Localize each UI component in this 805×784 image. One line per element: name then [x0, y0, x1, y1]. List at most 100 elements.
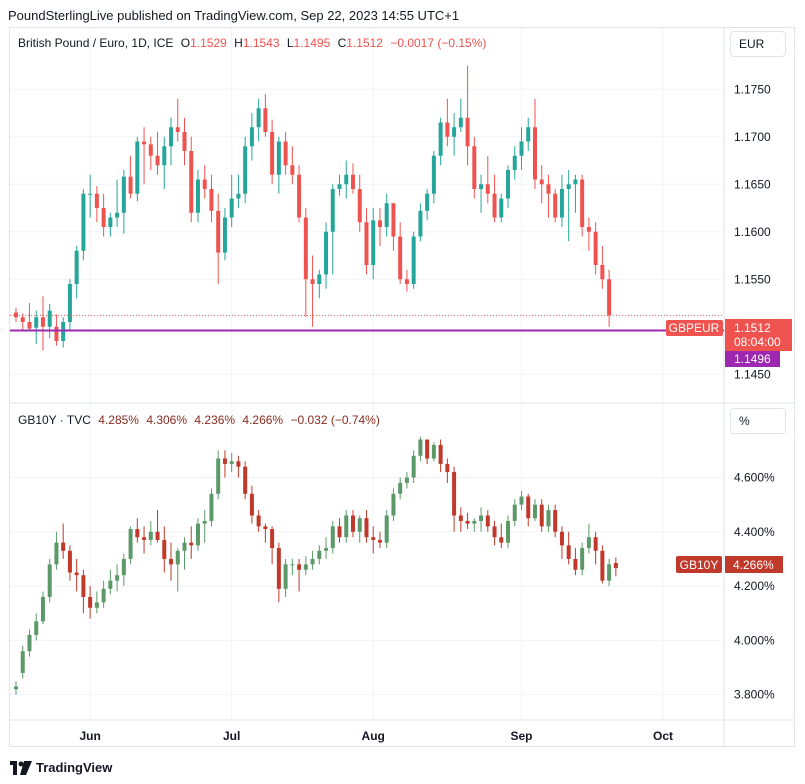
gbpeur-candle-body[interactable]: [47, 310, 52, 327]
unit-button[interactable]: %: [730, 408, 786, 434]
gbpeur-candle-body[interactable]: [330, 189, 335, 232]
gb10y-candle-body[interactable]: [142, 537, 147, 540]
gbpeur-candle-body[interactable]: [573, 179, 578, 185]
gbpeur-candle-body[interactable]: [88, 193, 93, 195]
gb10y-candle-body[interactable]: [310, 558, 315, 565]
gb10y-candle-body[interactable]: [566, 545, 571, 559]
gb10y-candle-body[interactable]: [506, 520, 511, 543]
gb10y-candle-body[interactable]: [532, 504, 537, 519]
gb10y-candle-body[interactable]: [297, 564, 302, 570]
gbpeur-candle-body[interactable]: [202, 179, 207, 190]
gbpeur-candle-body[interactable]: [249, 127, 254, 147]
gbpeur-candle-body[interactable]: [175, 127, 180, 132]
gbpeur-candle-body[interactable]: [398, 236, 403, 280]
gb10y-candle-body[interactable]: [398, 482, 403, 494]
gbpeur-candle-body[interactable]: [357, 189, 362, 223]
gb10y-candle-body[interactable]: [189, 542, 194, 546]
gb10y-candle-body[interactable]: [182, 542, 187, 551]
gbpeur-candle-body[interactable]: [34, 317, 39, 328]
gbpeur-candle-body[interactable]: [283, 141, 288, 166]
gb10y-candle-body[interactable]: [364, 518, 369, 538]
gb10y-candle-body[interactable]: [418, 439, 423, 456]
gb10y-candle-body[interactable]: [162, 539, 167, 559]
gb10y-candle-body[interactable]: [54, 542, 59, 565]
gbpeur-candle-body[interactable]: [115, 212, 120, 218]
gbpeur-candle-body[interactable]: [310, 279, 315, 284]
gbpeur-candle-body[interactable]: [155, 155, 160, 166]
gb10y-candle-body[interactable]: [573, 558, 578, 570]
gb10y-candle-body[interactable]: [519, 496, 524, 505]
gb10y-candle-body[interactable]: [290, 564, 295, 566]
gb10y-candle-body[interactable]: [586, 537, 591, 549]
gb10y-candle-body[interactable]: [438, 444, 443, 464]
gb10y-candle-body[interactable]: [357, 518, 362, 532]
gb10y-candle-body[interactable]: [175, 550, 180, 565]
gb10y-candle-body[interactable]: [324, 548, 329, 551]
gb10y-candle-body[interactable]: [34, 621, 39, 635]
gb10y-candle-body[interactable]: [445, 463, 450, 473]
gbpeur-candle-body[interactable]: [519, 141, 524, 156]
gbpeur-candle-body[interactable]: [586, 227, 591, 232]
gb10y-candle-body[interactable]: [47, 564, 52, 597]
gb10y-candle-body[interactable]: [27, 634, 32, 652]
gb10y-candle-body[interactable]: [465, 520, 470, 524]
gb10y-candle-body[interactable]: [391, 493, 396, 516]
gbpeur-candle-body[interactable]: [182, 132, 187, 151]
gb10y-candle-body[interactable]: [384, 515, 389, 543]
gb10y-candle-body[interactable]: [94, 602, 99, 608]
gbpeur-candle-body[interactable]: [438, 122, 443, 156]
gbpeur-candle-body[interactable]: [20, 317, 25, 322]
gbpeur-candle-body[interactable]: [162, 146, 167, 166]
gbpeur-candle-body[interactable]: [303, 217, 308, 280]
gb10y-symbol-title[interactable]: GB10Y · TVC: [18, 413, 91, 427]
gb10y-candle-body[interactable]: [371, 537, 376, 540]
gbpeur-candle-body[interactable]: [485, 184, 490, 194]
gb10y-candle-body[interactable]: [108, 580, 113, 589]
gbpeur-candle-body[interactable]: [431, 155, 436, 194]
gb10y-candle-body[interactable]: [169, 558, 174, 565]
gbpeur-candle-body[interactable]: [222, 217, 227, 253]
gbpeur-candle-body[interactable]: [479, 184, 484, 189]
gbpeur-candle-body[interactable]: [243, 146, 248, 194]
gb10y-candle-body[interactable]: [236, 461, 241, 467]
gbpeur-candle-body[interactable]: [512, 155, 517, 170]
gb10y-candle-body[interactable]: [115, 575, 120, 581]
gbpeur-candle-body[interactable]: [108, 217, 113, 228]
gbpeur-candle-body[interactable]: [425, 193, 430, 211]
gb10y-candle-body[interactable]: [263, 526, 268, 530]
gb10y-candle-body[interactable]: [452, 472, 457, 516]
gb10y-candle-body[interactable]: [74, 572, 79, 576]
gb10y-candle-body[interactable]: [317, 550, 322, 559]
gbpeur-candle-body[interactable]: [492, 193, 497, 218]
gb10y-candle-body[interactable]: [222, 458, 227, 464]
gb10y-candle-body[interactable]: [155, 531, 160, 540]
gb10y-candle-body[interactable]: [256, 515, 261, 527]
gb10y-candle-body[interactable]: [249, 493, 254, 516]
gb10y-candle-body[interactable]: [20, 651, 25, 673]
gbpeur-candle-body[interactable]: [256, 108, 261, 128]
gbpeur-candle-body[interactable]: [371, 220, 376, 265]
gbpeur-candle-body[interactable]: [377, 220, 382, 227]
gbpeur-candle-body[interactable]: [317, 274, 322, 285]
gb10y-candle-body[interactable]: [458, 515, 463, 521]
gbpeur-candle-body[interactable]: [216, 210, 221, 253]
gbpeur-candle-body[interactable]: [344, 174, 349, 185]
gbpeur-candle-body[interactable]: [411, 236, 416, 285]
gbpeur-candle-body[interactable]: [135, 141, 140, 194]
gbpeur-candle-body[interactable]: [465, 117, 470, 147]
currency-button[interactable]: EUR: [730, 31, 786, 57]
gbpeur-candle-body[interactable]: [229, 198, 234, 218]
gbpeur-candle-body[interactable]: [169, 127, 174, 147]
gbpeur-candle-body[interactable]: [539, 179, 544, 185]
gbpeur-candle-body[interactable]: [297, 174, 302, 218]
gbpeur-candle-body[interactable]: [351, 174, 355, 189]
gb10y-candle-body[interactable]: [559, 531, 564, 546]
gb10y-candle-body[interactable]: [67, 550, 72, 573]
gb10y-candle-body[interactable]: [485, 515, 490, 527]
gb10y-candle-body[interactable]: [283, 564, 288, 589]
gb10y-candle-body[interactable]: [479, 515, 484, 521]
gb10y-candle-body[interactable]: [61, 542, 66, 551]
gbpeur-candle-body[interactable]: [40, 317, 45, 327]
gbpeur-candle-body[interactable]: [337, 184, 342, 189]
